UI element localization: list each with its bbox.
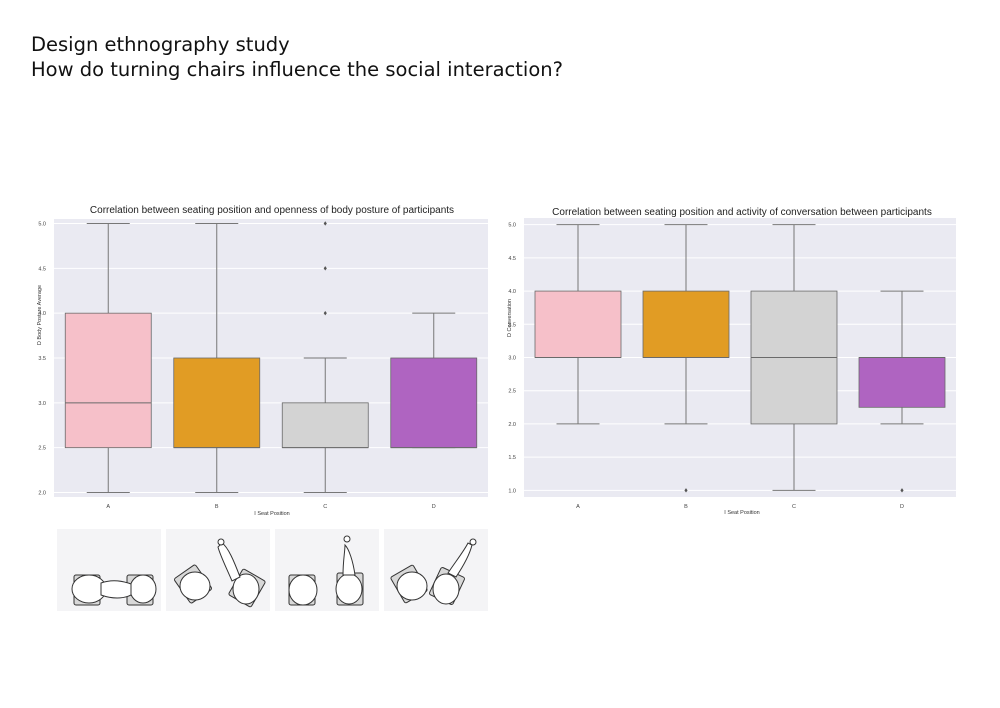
y-tick-label: 4.0 (38, 311, 46, 317)
outlier-point (900, 488, 904, 493)
box-D (858, 290, 946, 493)
box-D (390, 312, 478, 449)
iqr-box (642, 290, 730, 358)
y-tick-label: 5.0 (38, 221, 46, 227)
y-tick-label: 4.5 (38, 266, 46, 272)
x-tick-label: D (432, 504, 436, 510)
iqr-box (64, 312, 152, 449)
page-subtitle: How do turning chairs influence the soci… (31, 58, 563, 81)
iqr-box (173, 357, 261, 449)
outlier-point (323, 221, 327, 226)
y-tick-label: 1.5 (508, 455, 516, 461)
chart-title: Correlation between seating position and… (90, 205, 454, 216)
box-A (534, 224, 622, 425)
x-tick-label: D (900, 504, 904, 510)
page-title: Design ethnography study (31, 33, 290, 56)
x-axis-label: I Seat Position (724, 510, 759, 516)
y-tick-label: 2.0 (508, 422, 516, 428)
y-tick-label: 2.0 (38, 491, 46, 497)
y-tick-label: 2.5 (38, 446, 46, 452)
x-tick-label: C (792, 504, 796, 510)
y-tick-label: 4.5 (508, 256, 516, 262)
seating-face-to-face-icon (57, 529, 161, 611)
y-tick-label: 3.0 (38, 401, 46, 407)
seating-angled-icon (166, 529, 270, 611)
x-tick-label: B (215, 504, 219, 510)
y-axis-label: D Body Posture Average (37, 285, 43, 345)
iqr-box (534, 290, 622, 358)
x-tick-label: A (106, 504, 110, 510)
seating-side-by-side-icon (275, 529, 379, 611)
x-tick-label: C (323, 504, 327, 510)
box-B (642, 224, 730, 493)
box-C (750, 224, 838, 491)
y-tick-label: 3.0 (508, 356, 516, 362)
y-tick-label: 1.0 (508, 488, 516, 494)
conversation-boxplot: Correlation between seating position and… (507, 207, 956, 516)
y-tick-label: 3.5 (508, 322, 516, 328)
x-tick-label: B (684, 504, 688, 510)
y-tick-label: 2.5 (508, 389, 516, 395)
box-C (281, 221, 369, 494)
box-A (64, 222, 152, 494)
x-axis-label: I Seat Position (254, 511, 289, 517)
outlier-point (323, 266, 327, 271)
y-axis-label: D Conversation (507, 299, 513, 337)
iqr-box (281, 402, 369, 449)
iqr-box (858, 357, 946, 408)
outlier-point (684, 488, 688, 493)
box-B (173, 222, 261, 494)
y-tick-label: 4.0 (508, 289, 516, 295)
chart-title: Correlation between seating position and… (552, 207, 932, 218)
y-tick-label: 3.5 (38, 356, 46, 362)
y-tick-label: 5.0 (508, 223, 516, 229)
body-posture-boxplot: Correlation between seating position and… (37, 205, 488, 517)
x-tick-label: A (576, 504, 580, 510)
seating-turned-icon (384, 529, 488, 611)
outlier-point (323, 310, 327, 316)
seating-thumbnails (57, 529, 489, 611)
page-heading: Design ethnography study How do turning … (31, 32, 563, 82)
iqr-box (390, 357, 478, 449)
